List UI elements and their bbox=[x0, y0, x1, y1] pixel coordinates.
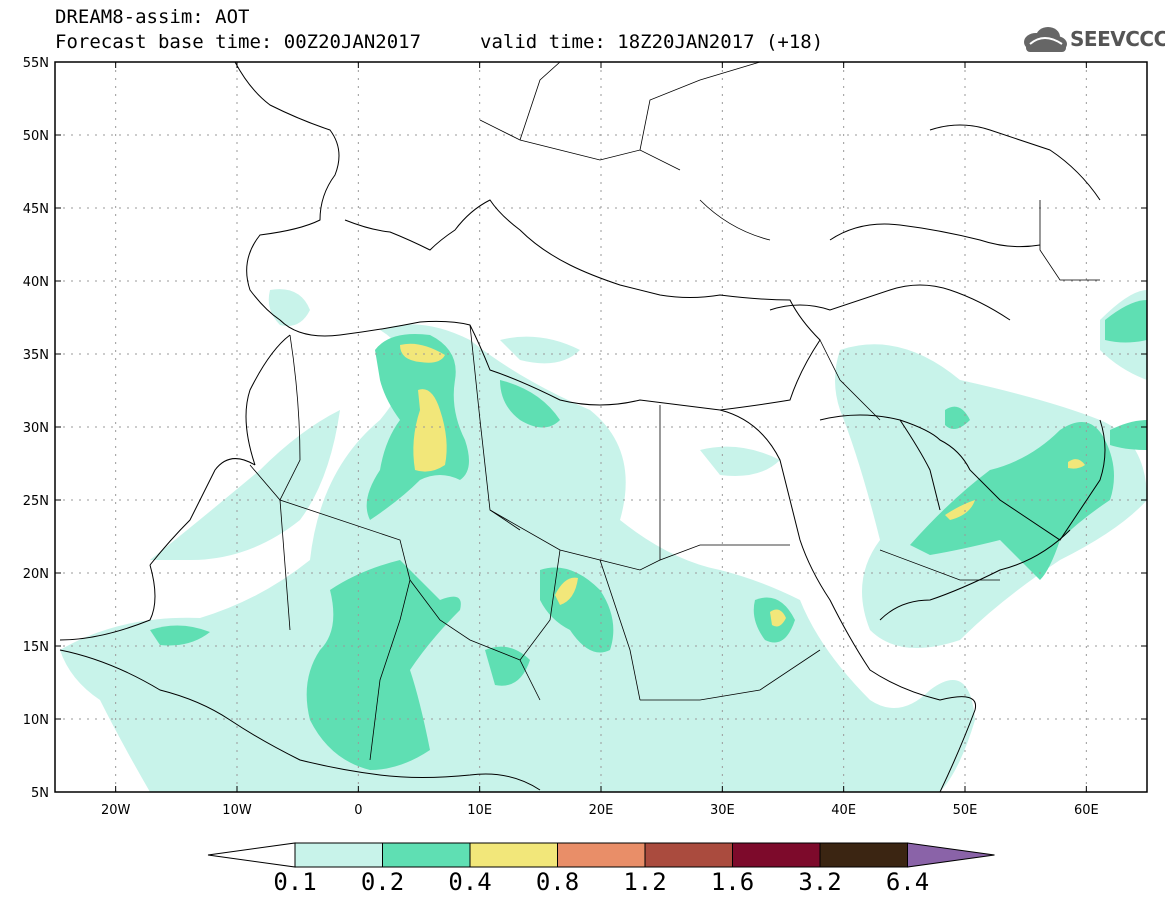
colorbar-level-label: 1.6 bbox=[710, 868, 755, 896]
lon-label: 30E bbox=[710, 803, 735, 818]
longitude-labels: 20W 10W 0 10E 20E 30E 40E 50E 60E bbox=[101, 803, 1099, 818]
seevccc-logo: SEEVCCC bbox=[1018, 22, 1165, 56]
cloud-logo-icon bbox=[1024, 27, 1067, 52]
colorbar-level-label: 0.1 bbox=[273, 868, 317, 896]
axis-ticks bbox=[55, 61, 1147, 793]
map-title: DREAM8-assim: AOT bbox=[55, 6, 250, 28]
colorbar-level-label: 6.4 bbox=[885, 868, 930, 896]
lat-label: 10N bbox=[23, 713, 49, 728]
lat-label: 50N bbox=[23, 129, 49, 144]
lat-label: 30N bbox=[23, 421, 49, 436]
lat-label: 35N bbox=[23, 348, 49, 363]
colorbar-segment bbox=[644, 842, 733, 868]
colorbar-segment bbox=[732, 842, 821, 868]
colorbar-segment bbox=[382, 842, 471, 868]
lat-label: 20N bbox=[23, 567, 49, 582]
lon-label: 20W bbox=[101, 803, 131, 818]
lon-label: 20E bbox=[589, 803, 614, 818]
colorbar bbox=[207, 842, 995, 868]
lon-label: 60E bbox=[1074, 803, 1099, 818]
lat-label: 5N bbox=[31, 786, 49, 801]
colorbar-low-arrow bbox=[207, 842, 296, 868]
graticule bbox=[55, 62, 1147, 792]
lat-label: 40N bbox=[23, 275, 49, 290]
logo-text: SEEVCCC bbox=[1070, 27, 1165, 51]
country-borders bbox=[249, 62, 1100, 761]
colorbar-level-label: 0.4 bbox=[448, 868, 492, 896]
latitude-labels: 55N 50N 45N 40N 35N 30N 25N 20N 15N 10N 5N bbox=[23, 56, 49, 801]
forecast-base-time: Forecast base time: 00Z20JAN2017 bbox=[55, 31, 422, 53]
colorbar-segment bbox=[819, 842, 908, 868]
lat-label: 45N bbox=[23, 202, 49, 217]
lat-label: 55N bbox=[23, 56, 49, 71]
colorbar-segment bbox=[469, 842, 558, 868]
colorbar-segment bbox=[294, 842, 383, 868]
coastlines bbox=[59, 62, 1106, 792]
lat-label: 25N bbox=[23, 494, 49, 509]
lon-label: 50E bbox=[953, 803, 978, 818]
lon-label: 10E bbox=[467, 803, 492, 818]
colorbar-level-label: 0.8 bbox=[535, 868, 580, 896]
lon-label: 10W bbox=[222, 803, 252, 818]
colorbar-segment bbox=[557, 842, 646, 868]
valid-time: valid time: 18Z20JAN2017 (+18) bbox=[480, 31, 824, 53]
colorbar-level-label: 3.2 bbox=[798, 868, 842, 896]
colorbar-level-label: 0.2 bbox=[360, 868, 405, 896]
colorbar-high-arrow bbox=[907, 842, 995, 868]
aot-contours bbox=[55, 62, 1147, 792]
lat-label: 15N bbox=[23, 640, 49, 655]
aot-level-0-4 bbox=[400, 343, 1085, 627]
lon-label: 0 bbox=[354, 803, 362, 818]
colorbar-level-label: 1.2 bbox=[623, 868, 667, 896]
lon-label: 40E bbox=[831, 803, 856, 818]
